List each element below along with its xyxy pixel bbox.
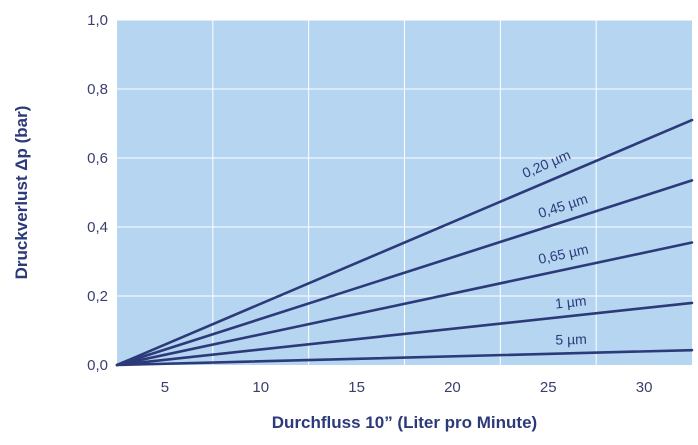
x-tick-label: 5	[161, 379, 169, 396]
y-tick-label: 0,2	[87, 288, 108, 305]
series-line	[115, 241, 694, 367]
x-tick-label: 20	[444, 379, 461, 396]
y-tick-label: 0,6	[87, 150, 108, 167]
x-tick-label: 25	[540, 379, 557, 396]
y-tick-label: 1,0	[87, 12, 108, 29]
y-tick-label: 0,0	[87, 357, 108, 374]
x-tick-label: 10	[252, 379, 269, 396]
series-line	[115, 118, 694, 367]
y-axis-ticks: 0,0 0,2 0,4 0,6 0,8 1,0	[87, 12, 108, 374]
x-tick-label: 30	[636, 379, 653, 396]
series-label: 1 µm	[554, 292, 587, 311]
y-tick-label: 0,4	[87, 219, 108, 236]
x-axis-title: Durchfluss 10” (Liter pro Minute)	[272, 413, 537, 432]
y-tick-label: 0,8	[87, 81, 108, 98]
y-axis-title: Druckverlust Δp (bar)	[12, 106, 31, 280]
x-axis-ticks: 5 10 15 20 25 30	[161, 379, 653, 396]
series-label: 5 µm	[555, 331, 587, 348]
grid	[117, 19, 692, 365]
x-tick-label: 15	[348, 379, 365, 396]
series-line	[115, 179, 694, 367]
series-group: 0,20 µm0,45 µm0,65 µm1 µm5 µm	[115, 118, 694, 367]
series-line	[115, 301, 694, 367]
series-line	[115, 348, 694, 367]
